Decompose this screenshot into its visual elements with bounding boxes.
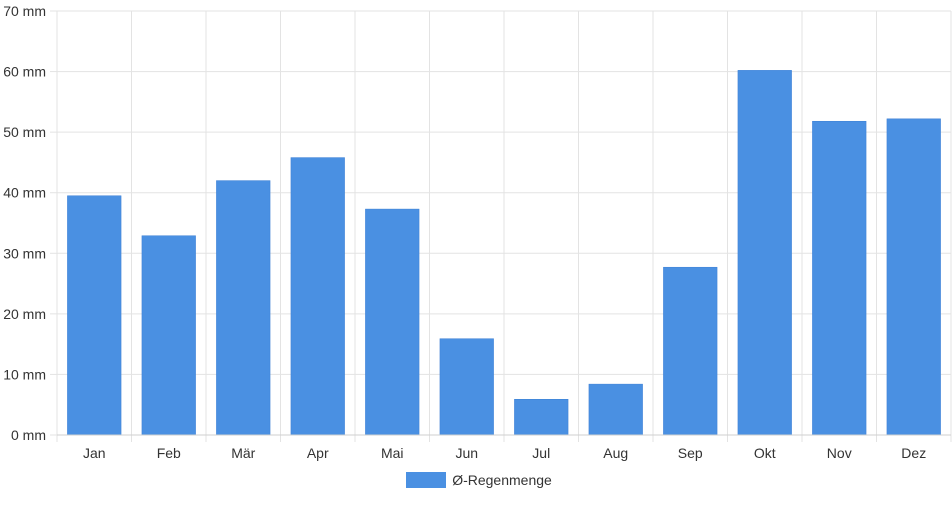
bar-dez[interactable] (886, 118, 941, 436)
bar-jul[interactable] (514, 399, 569, 436)
y-tick-label: 60 mm (3, 64, 46, 80)
legend[interactable]: Ø-Regenmenge (0, 472, 952, 488)
bar-okt[interactable] (737, 70, 792, 436)
bar-mai[interactable] (365, 208, 420, 436)
x-tick-label: Jan (83, 445, 106, 461)
y-tick-label: 50 mm (3, 124, 46, 140)
bar-sep[interactable] (663, 266, 718, 436)
y-tick-label: 0 mm (11, 427, 46, 443)
bar-feb[interactable] (141, 235, 196, 436)
y-tick-label: 70 mm (3, 3, 46, 19)
y-tick-label: 10 mm (3, 366, 46, 382)
bar-layer (67, 70, 941, 436)
bar-jan[interactable] (67, 195, 122, 436)
bar-apr[interactable] (290, 157, 345, 436)
x-tick-label: Jul (532, 445, 550, 461)
x-tick-label: Sep (678, 445, 703, 461)
bar-mär[interactable] (216, 180, 271, 436)
bar-aug[interactable] (588, 383, 643, 436)
legend-label: Ø-Regenmenge (452, 472, 552, 488)
x-tick-label: Nov (827, 445, 852, 461)
x-tick-label: Feb (157, 445, 181, 461)
x-tick-label: Dez (901, 445, 926, 461)
y-tick-label: 20 mm (3, 306, 46, 322)
x-tick-label: Aug (603, 445, 628, 461)
y-tick-label: 30 mm (3, 245, 46, 261)
x-tick-label: Okt (754, 445, 776, 461)
grid-layer (50, 10, 952, 442)
x-tick-label: Mai (381, 445, 404, 461)
axis-layer: 0 mm 10 mm 20 mm 30 mm 40 mm 50 mm 60 mm 70 mm J… (3, 3, 951, 461)
bar-nov[interactable] (812, 120, 867, 436)
bar-jun[interactable] (439, 338, 494, 436)
x-tick-label: Jun (455, 445, 478, 461)
x-tick-label: Mär (231, 445, 255, 461)
y-tick-label: 40 mm (3, 185, 46, 201)
x-tick-label: Apr (307, 445, 329, 461)
legend-swatch (406, 472, 447, 488)
